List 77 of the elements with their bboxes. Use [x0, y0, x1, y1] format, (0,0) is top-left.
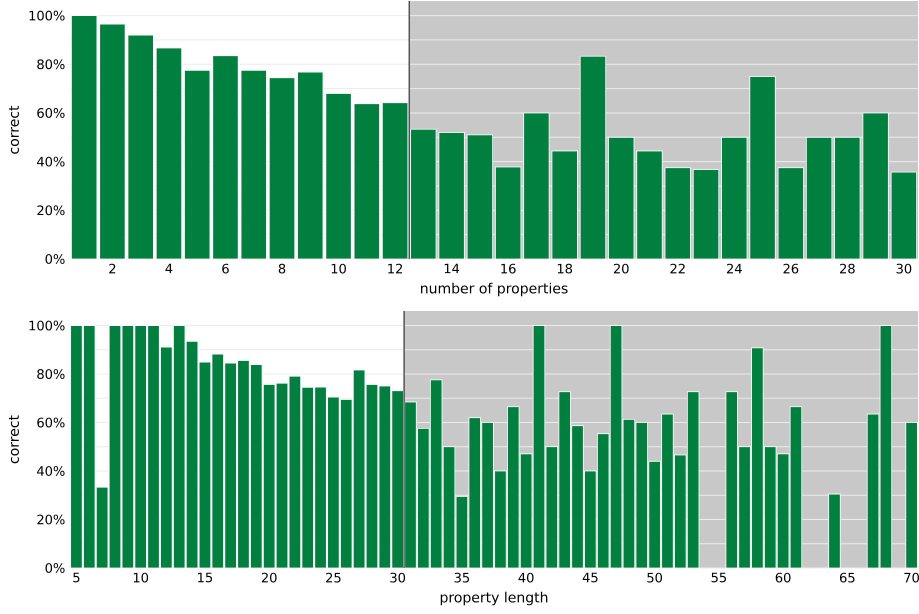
x-tick-label: 28 [840, 264, 855, 274]
x-tick-label: 20 [614, 264, 629, 274]
y-axis-title: correct [8, 415, 19, 464]
x-tick-label: 55 [712, 572, 726, 582]
x-tick-label: 10 [134, 572, 148, 583]
bar [212, 55, 239, 260]
bar [890, 172, 917, 260]
x-tick-label: 26 [784, 264, 798, 274]
bar [325, 93, 352, 260]
bar [806, 136, 832, 260]
x-tick-label: 12 [388, 264, 402, 274]
bar [580, 56, 606, 260]
y-tick-label: 40% [37, 156, 65, 167]
y-tick-label: 100% [30, 320, 65, 330]
x-tick-label: 4 [165, 264, 172, 274]
bar [156, 48, 182, 260]
bar [778, 167, 804, 260]
y-axis-title: correct [8, 106, 19, 154]
bar [828, 494, 841, 568]
x-tick-label: 45 [582, 572, 598, 582]
bar [749, 76, 776, 260]
y-tick-label: 0% [46, 563, 65, 573]
bar [495, 166, 522, 260]
x-tick-label: 18 [558, 264, 572, 274]
x-tick-label: 40 [518, 572, 534, 583]
bar [721, 136, 748, 260]
x-axis-title: property length [440, 592, 548, 606]
x-tick-label: 50 [647, 572, 662, 583]
x-tick-label: 24 [726, 264, 742, 274]
bar [438, 132, 465, 260]
x-tick-label: 15 [198, 572, 212, 582]
bar [523, 112, 550, 260]
x-tick-label: 2 [109, 264, 116, 274]
x-tick-label: 16 [501, 264, 516, 274]
x-tick-label: 14 [444, 264, 460, 274]
bar [354, 103, 380, 260]
y-tick-label: 80% [37, 369, 65, 379]
bar [268, 77, 296, 260]
y-tick-label: 60% [37, 418, 65, 428]
bar [240, 70, 267, 260]
bar [834, 136, 860, 260]
x-tick-label: 10 [332, 264, 346, 274]
x-tick-label: 22 [670, 264, 685, 274]
x-tick-label: 35 [454, 572, 470, 583]
y-tick-label: 20% [37, 205, 65, 216]
x-tick-label: 30 [896, 264, 912, 274]
x-tick-label: 65 [840, 572, 854, 583]
x-tick-label: 25 [326, 572, 341, 583]
y-tick-label: 100% [30, 10, 65, 21]
x-tick-label: 6 [222, 264, 229, 274]
bar [297, 72, 324, 260]
bar [410, 128, 436, 260]
bar [905, 422, 918, 568]
y-tick-label: 80% [37, 59, 65, 70]
bar [636, 150, 663, 260]
y-tick-label: 60% [37, 108, 65, 118]
bar [552, 150, 578, 260]
x-tick-label: 5 [73, 572, 80, 582]
y-tick-label: 40% [37, 466, 65, 476]
bar [466, 134, 493, 260]
bar [664, 167, 691, 260]
y-tick-label: 0% [46, 254, 65, 264]
x-tick-label: 30 [390, 572, 406, 583]
x-tick-label: 8 [278, 264, 286, 274]
x-tick-label: 70 [904, 572, 919, 583]
x-tick-label: 20 [262, 572, 277, 583]
x-axis-title: number of properties [421, 282, 568, 296]
bar [128, 34, 154, 260]
bar [99, 24, 126, 260]
bar [608, 136, 634, 260]
bar [71, 15, 98, 260]
bar [862, 112, 889, 260]
bar [382, 102, 408, 260]
y-tick-label: 20% [37, 514, 65, 524]
bar [692, 169, 720, 260]
x-tick-label: 60 [776, 572, 790, 583]
bar [184, 70, 210, 260]
